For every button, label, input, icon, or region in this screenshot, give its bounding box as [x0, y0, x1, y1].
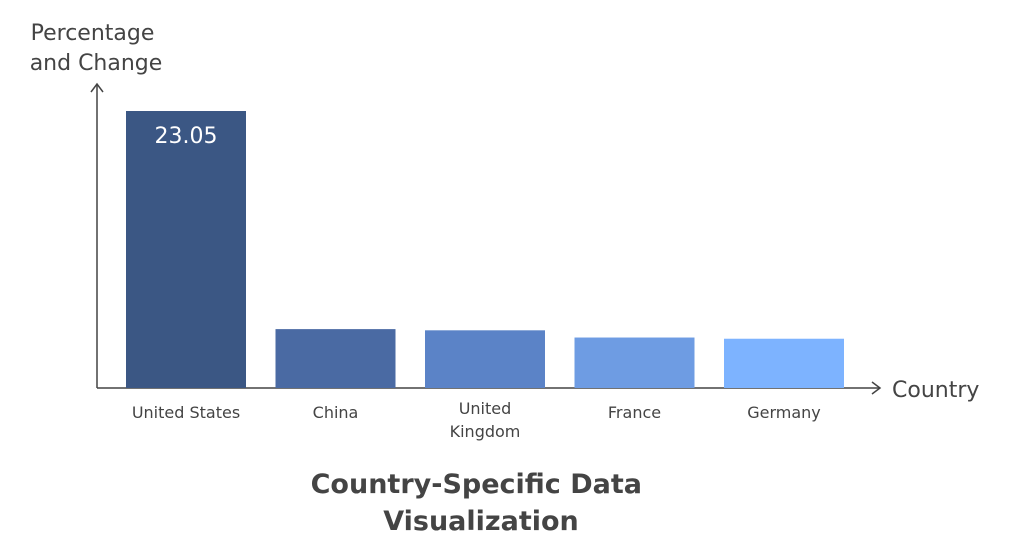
data-label-0: 23.05	[155, 124, 218, 149]
x-tick-label-4-line-0: Germany	[747, 403, 821, 422]
x-tick-label-1-line-0: China	[313, 403, 359, 422]
y-axis-title-line-1: Percentage	[31, 21, 155, 46]
x-tick-label-4: Germany	[747, 403, 821, 422]
bars-group	[126, 111, 844, 388]
x-tick-label-0-line-0: United States	[132, 403, 240, 422]
x-tick-label-2: United Kingdom	[450, 399, 521, 441]
chart-title-line-1: Country-Specific Data	[311, 469, 642, 500]
x-tick-label-0: United States	[132, 403, 240, 422]
x-tick-label-1: China	[313, 403, 359, 422]
bar-3	[574, 337, 695, 388]
x-tick-label-3-line-0: France	[608, 403, 661, 422]
y-axis-arrow-icon	[90, 82, 104, 93]
bar-1	[275, 329, 396, 388]
x-tick-label-2-line-1: Kingdom	[450, 422, 521, 441]
x-axis-arrow-icon	[871, 381, 882, 395]
x-tick-label-2-line-0: United	[459, 399, 512, 418]
bar-0	[126, 111, 246, 388]
chart-title: Country-Specific Data Visualization	[311, 469, 652, 537]
x-axis-title: Country	[892, 378, 979, 403]
bar-4	[724, 338, 844, 388]
y-axis-title-line-2: and Change	[30, 51, 163, 76]
y-axis	[90, 82, 104, 388]
chart-title-line-2: Visualization	[383, 506, 579, 537]
bar-2	[425, 330, 545, 388]
x-tick-label-3: France	[608, 403, 661, 422]
x-tick-labels: United States China United Kingdom France Ger…	[132, 399, 821, 441]
y-axis-title: Percentage and Change	[30, 21, 163, 76]
data-labels: 23.05	[155, 124, 218, 149]
